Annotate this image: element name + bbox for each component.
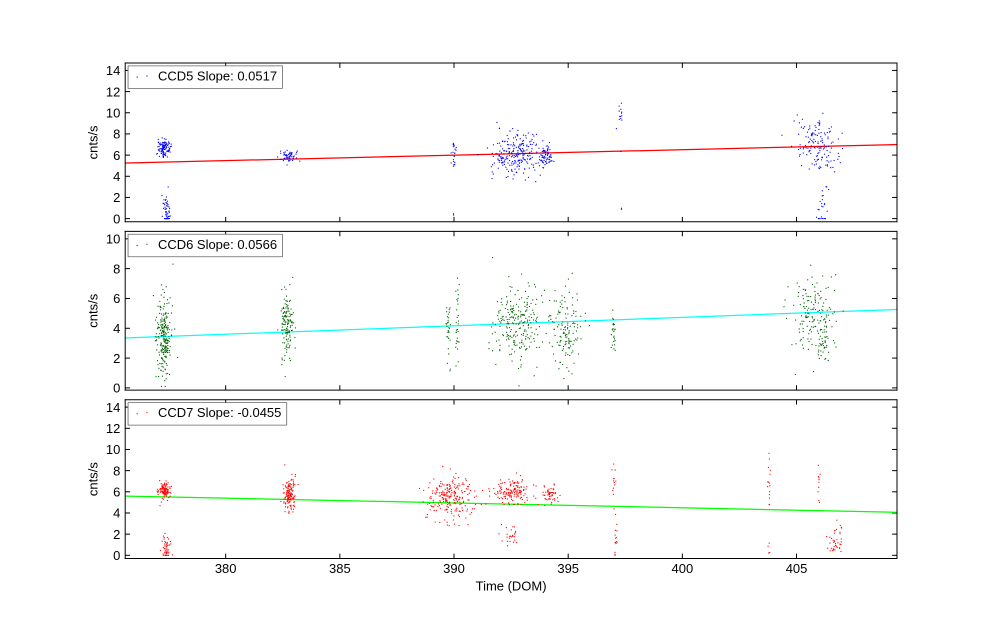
svg-text:10: 10 xyxy=(106,105,120,120)
svg-text:14: 14 xyxy=(106,400,120,415)
svg-text:0: 0 xyxy=(113,211,120,226)
svg-text:8: 8 xyxy=(113,261,120,276)
svg-text:14: 14 xyxy=(106,63,120,78)
svg-text:8: 8 xyxy=(113,127,120,142)
svg-text:2: 2 xyxy=(113,190,120,205)
svg-text:0: 0 xyxy=(113,381,120,396)
svg-text:4: 4 xyxy=(113,321,120,336)
svg-text:6: 6 xyxy=(113,291,120,306)
svg-text:CCD5 Slope: 0.0517: CCD5 Slope: 0.0517 xyxy=(158,69,277,84)
svg-text:8: 8 xyxy=(113,463,120,478)
svg-text:405: 405 xyxy=(786,561,808,576)
svg-text:cnts/s: cnts/s xyxy=(86,462,101,496)
svg-text:10: 10 xyxy=(106,232,120,247)
svg-text:2: 2 xyxy=(113,351,120,366)
svg-text:4: 4 xyxy=(113,506,120,521)
svg-text:cnts/s: cnts/s xyxy=(86,125,101,159)
svg-text:4: 4 xyxy=(113,169,120,184)
svg-text:400: 400 xyxy=(672,561,694,576)
svg-text:10: 10 xyxy=(106,442,120,457)
svg-text:CCD7 Slope: -0.0455: CCD7 Slope: -0.0455 xyxy=(158,405,281,420)
svg-text:Time (DOM): Time (DOM) xyxy=(476,578,547,593)
svg-text:380: 380 xyxy=(215,561,237,576)
svg-text:390: 390 xyxy=(443,561,465,576)
svg-text:cnts/s: cnts/s xyxy=(86,293,101,327)
svg-text:12: 12 xyxy=(106,84,120,99)
svg-text:0: 0 xyxy=(113,548,120,563)
svg-text:6: 6 xyxy=(113,148,120,163)
svg-text:6: 6 xyxy=(113,485,120,500)
svg-text:2: 2 xyxy=(113,527,120,542)
svg-text:12: 12 xyxy=(106,421,120,436)
svg-text:CCD6 Slope: 0.0566: CCD6 Slope: 0.0566 xyxy=(158,237,277,252)
svg-text:385: 385 xyxy=(329,561,351,576)
svg-text:395: 395 xyxy=(557,561,579,576)
